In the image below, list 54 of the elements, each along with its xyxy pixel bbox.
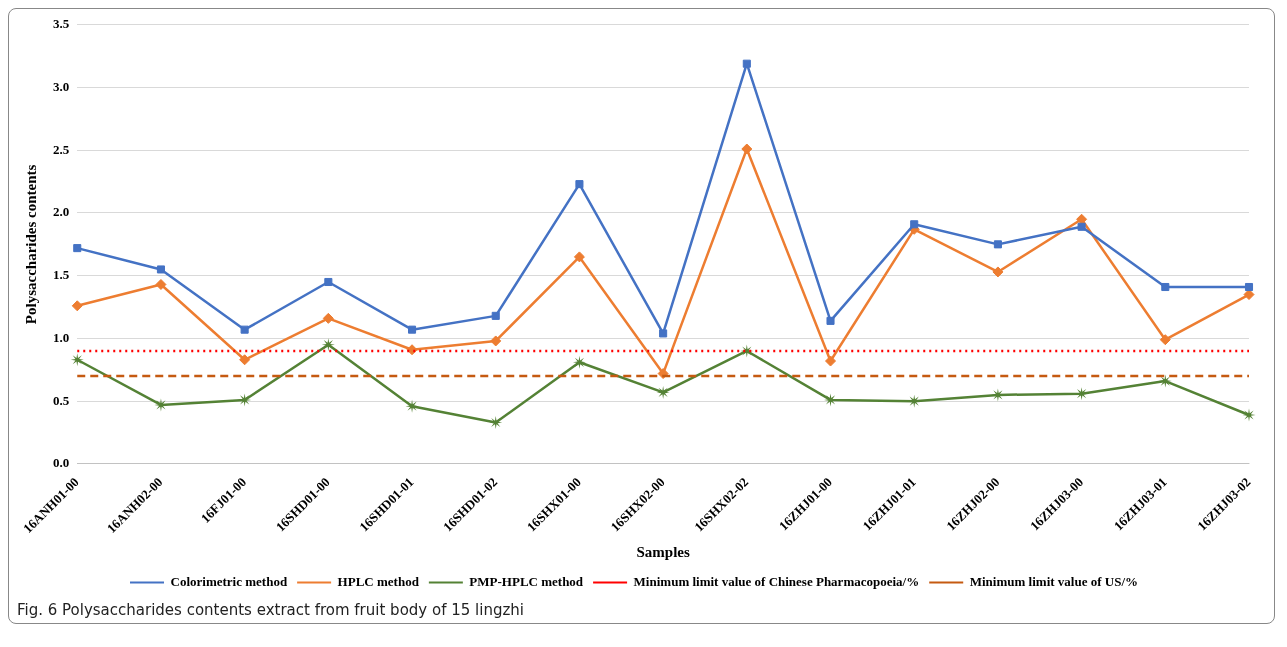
point (741, 143, 753, 155)
point (155, 279, 167, 290)
point (70, 353, 84, 367)
point (321, 338, 335, 352)
point (993, 240, 1002, 249)
y-tick-label: 3.0 (53, 78, 70, 94)
point (991, 388, 1005, 402)
point (992, 266, 1004, 278)
y-tick-label: 0.0 (53, 455, 70, 471)
point (154, 398, 168, 412)
legend-label: Colorimetric method (170, 573, 288, 589)
point (1158, 374, 1172, 388)
y-axis-title: Polysaccharides contents (22, 164, 39, 325)
point (575, 180, 584, 189)
point (1244, 282, 1254, 292)
point (239, 354, 251, 366)
legend-label: PMP-HPLC method (469, 573, 584, 589)
point (1077, 222, 1086, 231)
point (490, 335, 502, 347)
caption: Fig. 6 Polysaccharides contents extract from fruit body of 15 lingzhi (16, 600, 525, 621)
y-tick-label: 2.0 (53, 204, 70, 220)
point (73, 244, 82, 253)
point (826, 316, 835, 325)
y-tick-label: 3.5 (53, 16, 70, 32)
point (907, 394, 921, 408)
y-tick-label: 1.0 (53, 329, 70, 345)
point (910, 220, 919, 229)
point (1076, 213, 1088, 225)
point (1161, 282, 1170, 292)
point (408, 325, 417, 334)
point (324, 277, 333, 287)
point (825, 355, 837, 367)
point (405, 399, 419, 413)
point (491, 311, 500, 320)
point (659, 329, 668, 338)
point (656, 385, 670, 399)
point (489, 416, 503, 429)
point (742, 59, 751, 68)
y-tick-label: 1.5 (53, 267, 70, 283)
legend-label: Minimum limit value of Chinese Pharmacopoeia/% (633, 573, 920, 589)
point (71, 300, 83, 312)
point (238, 393, 252, 407)
point (240, 325, 249, 334)
y-tick-label: 2.5 (53, 141, 70, 157)
point (156, 265, 165, 274)
point (1242, 408, 1256, 422)
point (573, 251, 585, 263)
legend-label: HPLC method (337, 573, 420, 589)
y-tick-label: 0.5 (53, 392, 70, 408)
point (1159, 334, 1171, 346)
point (572, 355, 586, 369)
legend-label: Minimum limit value of US/% (969, 573, 1138, 589)
x-axis-title: Samples (636, 543, 690, 560)
point (322, 312, 334, 324)
